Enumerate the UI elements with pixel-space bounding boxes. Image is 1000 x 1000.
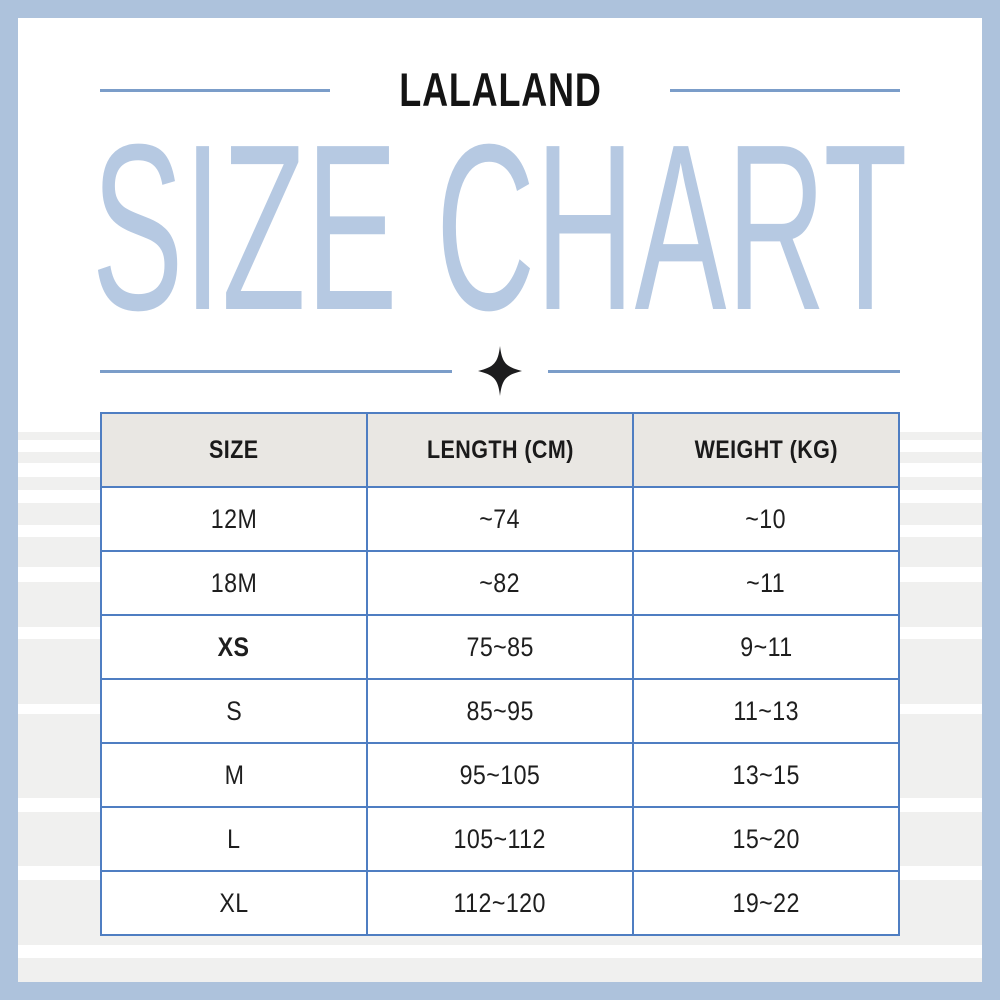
cell-length: 112~120 xyxy=(366,870,634,936)
page-title: SIZE CHART xyxy=(92,96,908,361)
divider-rule-right xyxy=(548,369,900,373)
col-header-weight: WEIGHT (KG) xyxy=(632,412,900,488)
cell-weight: ~11 xyxy=(632,550,900,616)
cell-size: 12M xyxy=(100,486,368,552)
brand-rule-left xyxy=(100,88,330,92)
cell-weight: ~10 xyxy=(632,486,900,552)
cell-length: ~82 xyxy=(366,550,634,616)
table-row: L 105~112 15~20 xyxy=(100,806,900,872)
col-header-length: LENGTH (CM) xyxy=(366,412,634,488)
cell-size: S xyxy=(100,678,368,744)
table-row: XL 112~120 19~22 xyxy=(100,870,900,936)
brand-name: LALALAND xyxy=(398,62,602,117)
cell-size: 18M xyxy=(100,550,368,616)
cell-size: L xyxy=(100,806,368,872)
brand-rule-right xyxy=(670,88,901,92)
cell-length: 75~85 xyxy=(366,614,634,680)
cell-weight: 11~13 xyxy=(632,678,900,744)
cell-length: 95~105 xyxy=(366,742,634,808)
size-table-head: SIZE LENGTH (CM) WEIGHT (KG) xyxy=(100,412,900,488)
col-header-size: SIZE xyxy=(100,412,368,488)
divider-rule-left xyxy=(100,369,452,373)
cell-weight: 9~11 xyxy=(632,614,900,680)
size-table-body: 12M ~74 ~10 18M ~82 ~11 XS 75~85 9~11 S … xyxy=(100,486,900,936)
table-row: S 85~95 11~13 xyxy=(100,678,900,744)
cell-weight: 19~22 xyxy=(632,870,900,936)
table-row: M 95~105 13~15 xyxy=(100,742,900,808)
brand-header: LALALAND xyxy=(100,63,901,116)
cell-length: 105~112 xyxy=(366,806,634,872)
header-row: SIZE LENGTH (CM) WEIGHT (KG) xyxy=(100,412,900,488)
title-block: SIZE CHART xyxy=(18,96,982,360)
cell-weight: 15~20 xyxy=(632,806,900,872)
cell-size: XS xyxy=(100,614,368,680)
divider xyxy=(100,346,900,396)
cell-size: M xyxy=(100,742,368,808)
table-row: 12M ~74 ~10 xyxy=(100,486,900,552)
cell-size: XL xyxy=(100,870,368,936)
table-row: 18M ~82 ~11 xyxy=(100,550,900,616)
cell-length: 85~95 xyxy=(366,678,634,744)
poster-background: LALALAND SIZE CHART SIZE LENGTH (CM) WEI… xyxy=(18,18,982,982)
cell-length: ~74 xyxy=(366,486,634,552)
four-point-star-icon xyxy=(478,346,522,396)
table-row: XS 75~85 9~11 xyxy=(100,614,900,680)
cell-weight: 13~15 xyxy=(632,742,900,808)
size-table: SIZE LENGTH (CM) WEIGHT (KG) 12M ~74 ~10… xyxy=(100,412,900,936)
